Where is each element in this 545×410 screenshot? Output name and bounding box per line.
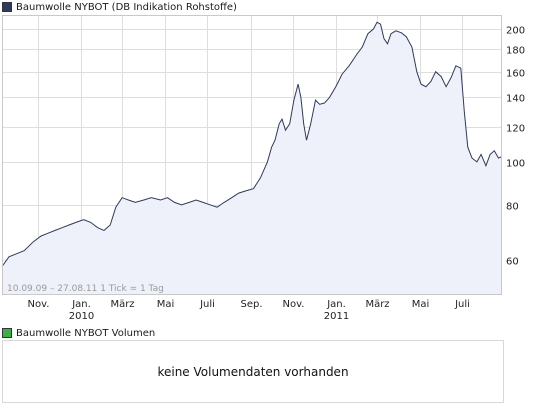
x-tick-year-label: 2010 [69, 311, 94, 322]
x-tick-label: März [110, 299, 134, 310]
y-tick-label: 100 [506, 159, 525, 170]
plot-frame [2, 15, 502, 295]
volume-legend: Baumwolle NYBOT Volumen [2, 326, 155, 340]
y-tick-label: 80 [506, 202, 519, 213]
price-area-fill [2, 22, 502, 296]
x-tick-label: Sep. [240, 299, 262, 310]
volume-series-swatch [2, 328, 12, 338]
x-tick-label: Jan. [71, 299, 91, 310]
volume-empty-message: keine Volumendaten vorhanden [157, 364, 349, 379]
x-tick-label: Mai [157, 299, 175, 310]
x-tick-label: Juli [199, 299, 215, 310]
main-series-swatch [2, 2, 12, 12]
volume-panel: keine Volumendaten vorhanden [2, 340, 504, 403]
y-tick-label: 200 [506, 26, 525, 37]
x-tick-label: Juli [454, 299, 470, 310]
x-tick-label: Nov. [28, 299, 50, 310]
volume-legend-label: Baumwolle NYBOT Volumen [16, 327, 156, 339]
main-legend-label: Baumwolle NYBOT (DB Indikation Rohstoffe… [16, 1, 237, 13]
y-tick-label: 140 [506, 94, 525, 105]
y-tick-label: 160 [506, 69, 525, 80]
price-line [1, 21, 503, 267]
y-axis-ticks: 60 80 100 120 140 160 180 200 [506, 26, 525, 268]
x-tick-label: Mai [412, 299, 430, 310]
y-tick-label: 60 [506, 257, 519, 268]
y-tick-label: 180 [506, 46, 525, 57]
x-tick-label: Jan. [326, 299, 346, 310]
main-legend: Baumwolle NYBOT (DB Indikation Rohstoffe… [2, 0, 237, 14]
x-tick-label: März [365, 299, 389, 310]
x-tick-year-label: 2011 [324, 311, 349, 322]
x-tick-label: Nov. [283, 299, 305, 310]
y-tick-label: 120 [506, 124, 525, 135]
date-range-label: 10.09.09 – 27.08.11 1 Tick = 1 Tag [7, 284, 164, 294]
